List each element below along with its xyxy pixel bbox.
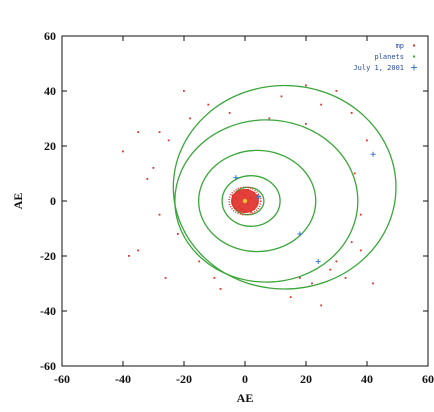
mp-point bbox=[158, 213, 161, 216]
y-tick-label: 0 bbox=[50, 194, 56, 208]
mp-point bbox=[329, 268, 332, 271]
y-tick-label: 20 bbox=[44, 139, 56, 153]
x-tick-label: 60 bbox=[422, 372, 434, 386]
mp-point bbox=[122, 150, 124, 153]
planet-orbit bbox=[221, 175, 281, 227]
tick-layer: -60 -40 -20 0 20 40 60 -60 -40 -20 0 20 40 60 bbox=[40, 29, 434, 386]
y-tick-label: -40 bbox=[40, 304, 56, 318]
y-tick-label: 40 bbox=[44, 84, 56, 98]
core-cluster-layer bbox=[228, 186, 262, 216]
mp-point bbox=[158, 131, 161, 134]
mp-point bbox=[219, 288, 222, 290]
mp-point bbox=[228, 112, 231, 114]
mp-point bbox=[146, 178, 149, 180]
mp-point bbox=[298, 277, 301, 279]
mp-point bbox=[305, 123, 307, 125]
mp-point bbox=[366, 139, 368, 142]
mp-point bbox=[350, 112, 353, 114]
mp-point bbox=[289, 296, 292, 299]
x-tick-label: -40 bbox=[115, 372, 131, 386]
legend: mp planets July 1, 2001 bbox=[353, 42, 417, 72]
mp-point bbox=[198, 260, 201, 263]
mp-point bbox=[164, 277, 167, 279]
mp-point bbox=[320, 103, 323, 106]
mp-point bbox=[128, 255, 130, 257]
mp-point bbox=[280, 95, 283, 98]
epoch-layer bbox=[233, 151, 376, 264]
mp-point bbox=[167, 139, 170, 142]
y-axis-title: AE bbox=[11, 193, 25, 210]
planet-orbit bbox=[174, 119, 359, 283]
epoch-marker bbox=[315, 259, 321, 264]
mp-point bbox=[305, 84, 307, 87]
epoch-marker bbox=[370, 151, 376, 157]
x-axis-title: AE bbox=[237, 391, 254, 405]
planet-orbit bbox=[197, 149, 317, 253]
orbit-layer bbox=[172, 84, 397, 290]
x-tick-label: 20 bbox=[300, 372, 312, 386]
epoch-marker bbox=[297, 231, 303, 237]
mp-point bbox=[176, 233, 179, 235]
mp-point bbox=[359, 249, 362, 252]
mp-point bbox=[350, 241, 353, 244]
main-belt-fringe bbox=[228, 186, 262, 216]
mp-point bbox=[189, 117, 191, 120]
y-tick-label: 60 bbox=[44, 29, 56, 43]
x-tick-label: 40 bbox=[361, 372, 373, 386]
x-tick-label: -60 bbox=[54, 372, 70, 386]
mp-point bbox=[268, 117, 271, 120]
legend-label: planets bbox=[374, 53, 404, 61]
mp-point bbox=[152, 167, 155, 169]
mp-point bbox=[183, 90, 185, 92]
epoch-marker bbox=[256, 194, 262, 200]
legend-swatch bbox=[413, 44, 415, 47]
mp-point bbox=[344, 277, 347, 279]
y-tick-label: -20 bbox=[40, 249, 56, 263]
legend-swatch bbox=[413, 55, 415, 58]
epoch-marker bbox=[233, 175, 239, 181]
legend-label: July 1, 2001 bbox=[353, 64, 404, 72]
mp-point bbox=[335, 260, 338, 263]
legend-label: mp bbox=[396, 42, 404, 50]
y-tick-label: -60 bbox=[40, 359, 56, 373]
x-tick-label: -20 bbox=[176, 372, 192, 386]
mp-point bbox=[311, 282, 313, 285]
mp-point bbox=[335, 90, 338, 92]
mp-point bbox=[372, 282, 374, 285]
planet-orbit bbox=[172, 84, 397, 290]
mp-point bbox=[353, 172, 356, 175]
sun bbox=[242, 198, 248, 204]
x-tick-label: 0 bbox=[242, 372, 248, 386]
mp-point bbox=[320, 304, 323, 307]
mp-point bbox=[359, 213, 362, 216]
mp-point bbox=[137, 249, 140, 252]
mp-point bbox=[207, 103, 210, 106]
mp-point bbox=[137, 131, 140, 134]
mp-point bbox=[213, 277, 216, 279]
